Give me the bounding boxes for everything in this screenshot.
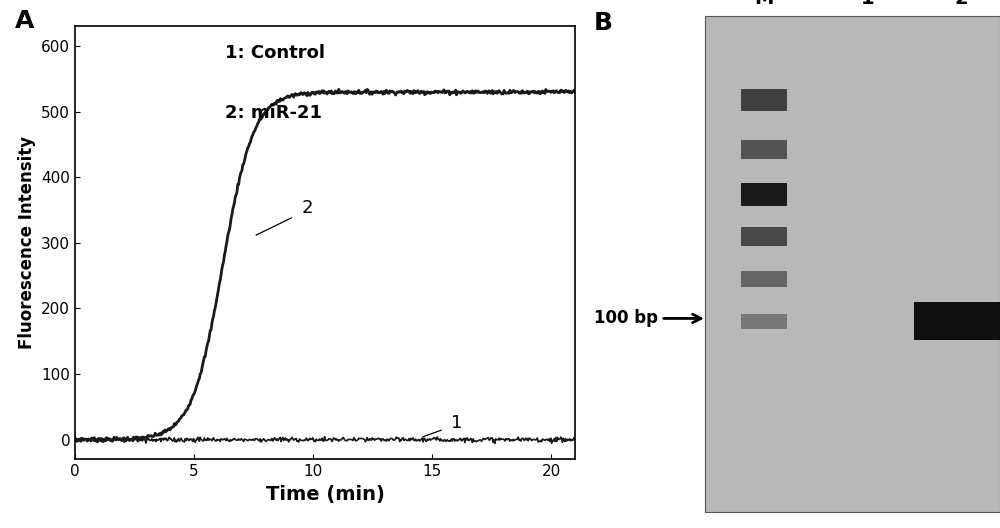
Bar	[914, 303, 1000, 340]
Bar	[741, 183, 787, 206]
Text: 2: 2	[301, 200, 313, 218]
Text: B: B	[594, 11, 613, 34]
Bar	[741, 227, 787, 246]
Bar	[741, 89, 787, 111]
X-axis label: Time (min): Time (min)	[266, 485, 384, 504]
Text: A: A	[15, 9, 34, 33]
Y-axis label: Fluorescence Intensity: Fluorescence Intensity	[18, 136, 36, 350]
Text: 1: Control: 1: Control	[225, 44, 325, 62]
Text: 100 bp: 100 bp	[594, 309, 701, 327]
Text: 2: 2	[955, 0, 968, 8]
Bar	[741, 271, 787, 287]
Bar	[705, 16, 1000, 512]
Text: 1: 1	[451, 414, 463, 432]
Bar	[741, 314, 787, 328]
Bar	[741, 140, 787, 159]
Text: 1: 1	[860, 0, 874, 8]
Text: M: M	[754, 0, 774, 8]
Text: 2: miR-21: 2: miR-21	[225, 105, 322, 122]
